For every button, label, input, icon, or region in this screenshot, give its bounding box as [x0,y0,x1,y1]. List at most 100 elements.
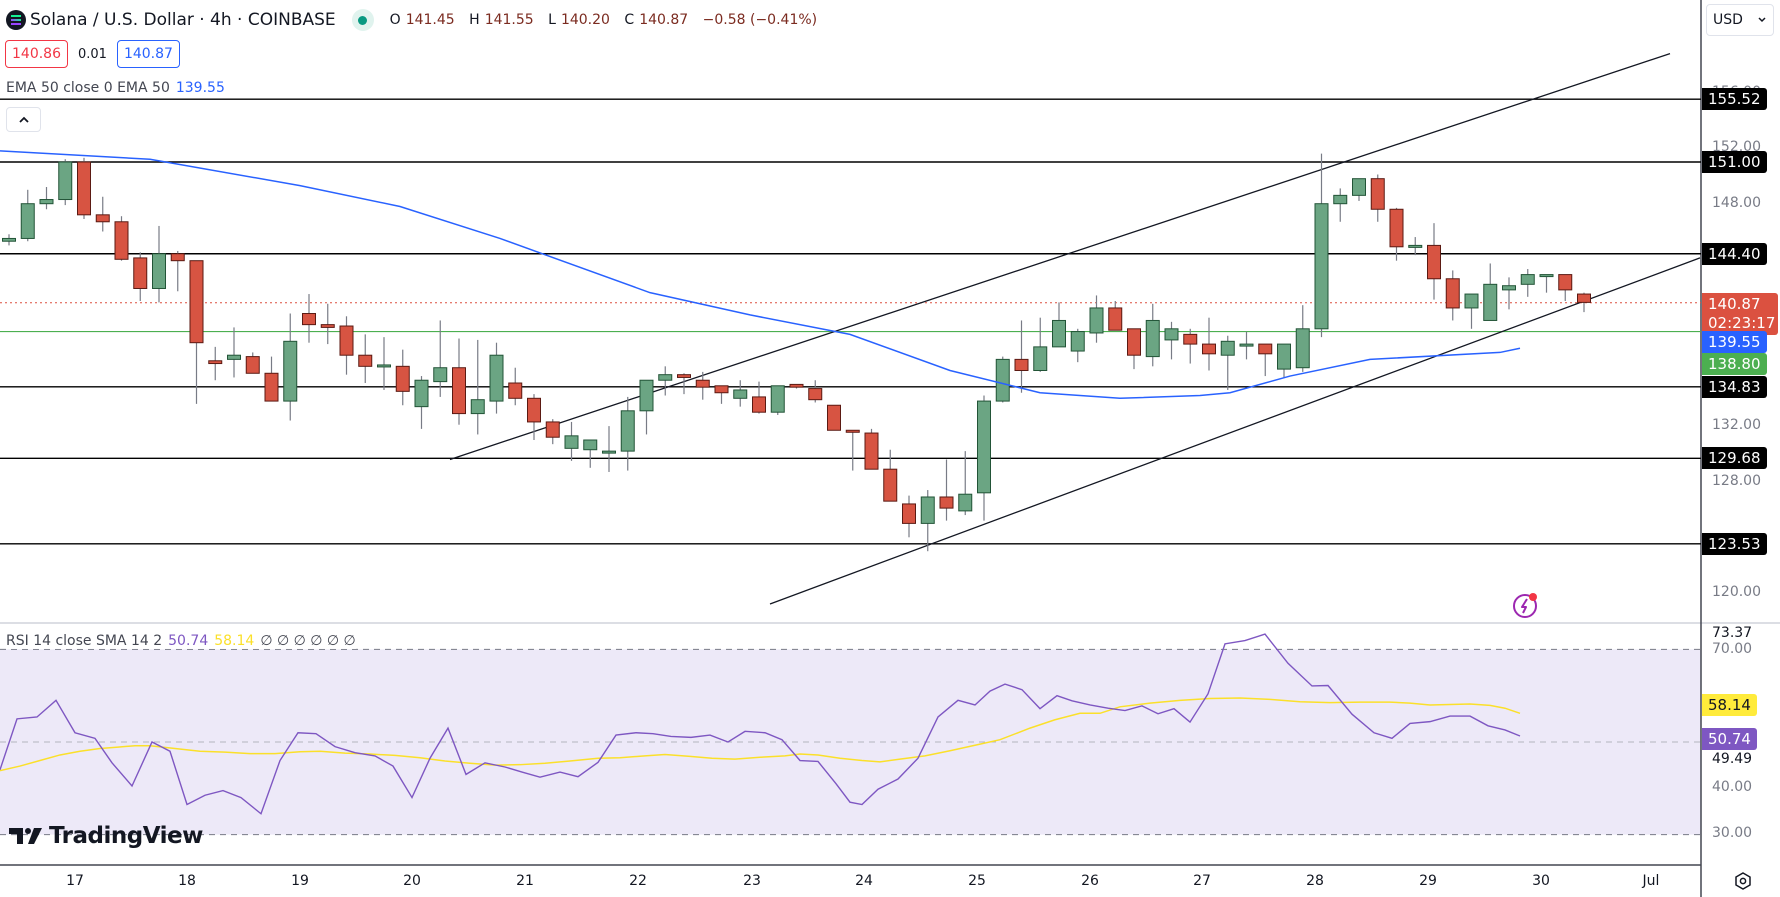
candle-up [20,203,35,239]
candle-up [433,367,448,383]
candle-down [452,367,466,415]
candle-up [227,354,241,360]
candle-down [714,385,729,394]
rsi-axis-max: 73.37 [1712,625,1753,641]
rsi-label: RSI 14 close SMA 14 2 [6,633,163,649]
chart-settings-button[interactable] [1730,870,1756,892]
ema-value: 139.55 [175,80,225,96]
date-label: 27 [1193,873,1211,889]
market-open-dot-icon[interactable] [351,9,374,31]
candle-down [1577,293,1591,303]
candle-down [1127,328,1141,356]
level-price-tag: 129.68 [1702,447,1767,470]
candle-up [564,435,579,449]
candle-down [508,382,523,399]
tradingview-logo[interactable]: TradingView [9,823,203,849]
candle-down [1558,274,1573,291]
candle-down [339,325,354,356]
candle-down [864,432,879,470]
candle-down [395,365,410,392]
candle-down [1108,307,1123,331]
tradingview-mark-icon [9,828,42,844]
date-label: 21 [516,873,534,889]
candle-down [170,253,185,262]
date-label: 22 [629,873,647,889]
candle-down [695,379,710,388]
price-axis-tick: 148.00 [1712,194,1761,211]
candle-up [1295,328,1310,369]
candle-up [602,450,616,454]
candle-up [1352,178,1366,196]
rsi-tag: 50.74 [1702,728,1757,750]
date-label: 19 [291,873,309,889]
date-label: 30 [1532,873,1550,889]
collapse-legend-button[interactable] [6,107,41,132]
candle-down [752,396,766,413]
date-label: 23 [743,873,761,889]
candle-up [2,237,16,242]
candle-up [1220,340,1235,356]
candle-up [995,358,1010,402]
date-label: 25 [968,873,986,889]
rsi-axis-40: 40.00 [1712,779,1753,795]
candle-down [939,496,954,509]
last-price-value: 140.87 [1708,294,1761,313]
candle-down [677,374,691,378]
candle-up [1464,293,1479,309]
date-label: 18 [178,873,196,889]
rsi-legend[interactable]: RSI 14 close SMA 14 2 50.74 58.14 ∅ ∅ ∅ ∅ ∅… [6,633,356,649]
high-value: 141.55 [484,12,534,28]
candle-down [1427,244,1441,280]
candle-down [808,388,823,401]
date-label: 29 [1419,873,1437,889]
bid-ask-panel: 140.86 0.01 140.87 [5,40,180,68]
candle-up [1145,319,1160,358]
candle-up [1539,274,1554,278]
price-axis-tick: 132.00 [1712,417,1761,434]
candle-down [1389,208,1404,248]
change-value: −0.58 (−0.41%) [702,12,818,28]
candle-down [1202,343,1216,355]
tradingview-wordmark: TradingView [49,823,203,849]
candle-up [1070,331,1085,352]
candle-up [39,199,54,205]
candle-up [1520,274,1535,285]
ema-price-tag: 139.55 [1702,331,1767,353]
date-label: Jul [1642,873,1660,889]
candle-down [302,313,316,326]
rsi-line [0,633,1521,815]
level-price-tag: 151.00 [1702,151,1767,173]
candle-down [189,260,204,344]
ema-legend[interactable]: EMA 50 close 0 EMA 50 139.55 [6,80,225,96]
currency-select[interactable]: USD [1706,4,1774,36]
sell-button[interactable]: 140.86 [5,40,68,68]
date-label: 24 [855,873,873,889]
rsi-axis-70: 70.00 [1712,641,1753,657]
candle-down [883,468,898,502]
candle-up [470,399,485,415]
candle-up [152,253,166,289]
buy-button[interactable]: 140.87 [116,40,180,68]
date-label: 17 [66,873,84,889]
ema-label: EMA 50 close 0 EMA 50 [6,80,170,96]
candle-up [1502,285,1516,291]
symbol-title[interactable]: Solana / U.S. Dollar · 4h · COINBASE [30,10,336,30]
spread-value: 0.01 [78,46,107,62]
candle-down [114,221,129,260]
last-price-tag: 140.87 02:23:17 [1702,292,1778,335]
candle-up [1033,346,1048,371]
rsi-axis-min: 49.49 [1712,751,1753,767]
alert-button[interactable] [1511,590,1541,620]
ema-50-line [0,150,1521,400]
candle-up [583,439,598,451]
date-label: 26 [1081,873,1099,889]
level-price-tag: 155.52 [1702,88,1767,111]
candle-down [208,360,223,365]
level-price-tag: 123.53 [1702,532,1767,555]
candle-down [320,324,335,328]
rsi-value: 50.74 [168,633,209,649]
candle-up [1089,307,1104,334]
rsi-sma-line [0,697,1521,772]
candle-up [1333,194,1348,205]
